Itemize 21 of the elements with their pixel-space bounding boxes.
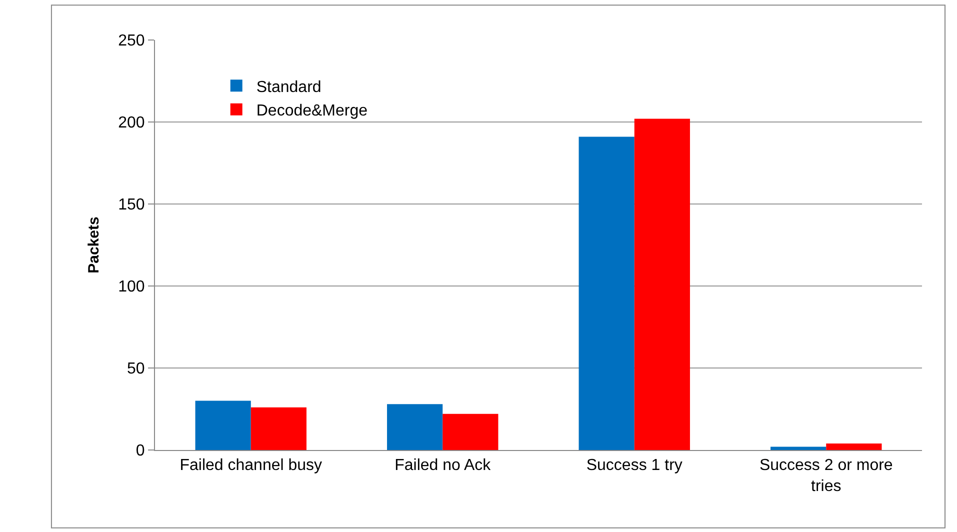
bar xyxy=(442,414,498,450)
y-tick-label: 150 xyxy=(118,196,145,214)
x-tick-label: Success 1 try xyxy=(586,457,682,474)
x-tick-label: Failed channel busy xyxy=(180,457,322,474)
x-tick-label: Failed no Ack xyxy=(394,457,492,474)
bar xyxy=(387,404,443,450)
y-tick-label: 100 xyxy=(118,278,145,296)
bar xyxy=(634,118,690,450)
legend-label: Decode&Merge xyxy=(256,102,368,120)
bar xyxy=(826,443,882,450)
y-axis-title: Packets xyxy=(85,216,102,274)
bar xyxy=(195,400,251,450)
bar xyxy=(770,446,826,450)
legend-label: Standard xyxy=(256,78,322,96)
y-tick-label: 50 xyxy=(127,360,145,378)
x-tick-label: Success 2 or more tries xyxy=(759,457,893,495)
y-tick-label: 200 xyxy=(118,114,145,132)
bar xyxy=(250,407,306,450)
y-tick-label: 250 xyxy=(118,32,145,50)
y-tick-label: 0 xyxy=(136,442,145,460)
bar xyxy=(578,136,634,450)
